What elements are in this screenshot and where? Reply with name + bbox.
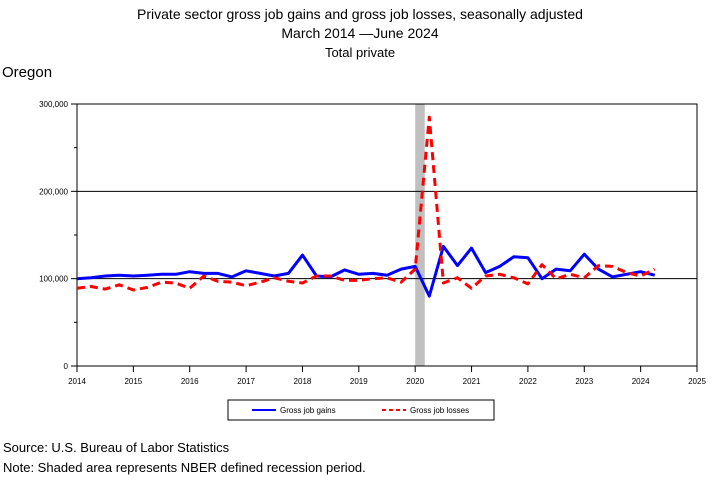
x-tick-label: 2022 [519,377,537,386]
x-tick-label: 2015 [124,377,142,386]
x-tick-label: 2024 [632,377,650,386]
x-tick-label: 2016 [181,377,199,386]
legend-label-1: Gross job losses [410,406,469,415]
y-tick-label: 100,000 [39,275,68,284]
y-tick-label: 300,000 [39,100,68,109]
x-tick-label: 2018 [294,377,312,386]
chart-date-range: March 2014 —June 2024 [281,25,439,41]
recession-note: Note: Shaded area represents NBER define… [3,460,366,475]
legend: Gross job gains Gross job losses [227,399,495,421]
y-tick-label: 200,000 [39,187,68,196]
x-tick-label: 2023 [575,377,593,386]
y-tick-label: 0 [64,362,69,371]
legend-label-0: Gross job gains [280,406,336,415]
region-label: Oregon [2,64,53,81]
series-line-gross-job-losses [76,115,656,292]
plot-frame [76,103,698,367]
chart-series-scope: Total private [324,45,396,60]
x-tick-label: 2025 [688,377,706,386]
chart-title: Private sector gross job gains and gross… [137,6,583,22]
x-tick-label: 2021 [463,377,481,386]
x-tick-label: 2014 [68,377,86,386]
x-tick-label: 2020 [406,377,424,386]
x-tick-label: 2019 [350,377,368,386]
x-tick-label: 2017 [237,377,255,386]
source-note: Source: U.S. Bureau of Labor Statistics [3,440,230,455]
series-line-gross-job-gains [76,244,656,298]
legend-box [227,399,495,421]
recession-band [415,104,425,366]
